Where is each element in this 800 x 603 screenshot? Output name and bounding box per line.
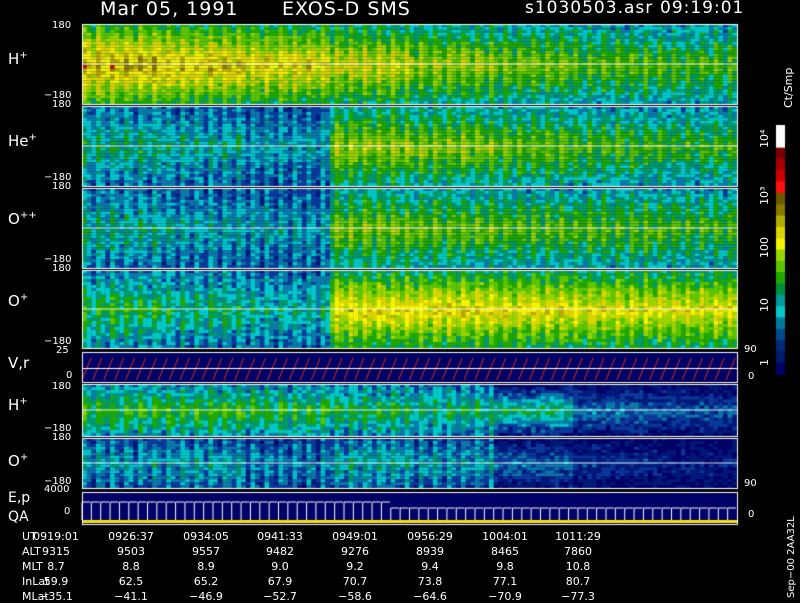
panel-label-ep: E,p [8, 490, 31, 506]
side-note: Sep−00 2AA32L [786, 516, 797, 598]
tick-bottom: −180 [44, 423, 72, 434]
table-cell: −77.3 [561, 590, 595, 603]
tick-top: 4000 [44, 484, 70, 495]
table-cell: 8465 [491, 545, 519, 558]
header-time: 09:19:01 [660, 0, 745, 18]
table-cell: 8.8 [122, 560, 140, 573]
table-cell: 65.2 [193, 575, 219, 588]
panel-label-o-plus: O+ [8, 292, 29, 310]
tick-bottom: −180 [44, 476, 72, 487]
table-cell: 9503 [117, 545, 145, 558]
right-tick: 90 [744, 478, 757, 489]
header-date: Mar 05, 1991 [100, 0, 239, 20]
table-cell: 9.0 [271, 560, 289, 573]
table-cell: 0919:01 [33, 530, 79, 543]
panel-label-qa: QA [8, 509, 29, 525]
table-cell: 9276 [341, 545, 369, 558]
table-cell: 9.8 [496, 560, 514, 573]
table-cell: 8.7 [47, 560, 65, 573]
table-cell: 1011:29 [555, 530, 601, 543]
table-cell: 59.9 [43, 575, 69, 588]
tick-bottom: −180 [44, 254, 72, 265]
table-cell: 0926:37 [108, 530, 154, 543]
table-cell: 9.4 [421, 560, 439, 573]
tick-top: 180 [52, 263, 72, 274]
table-cell: 80.7 [565, 575, 591, 588]
table-cell: −41.1 [114, 590, 148, 603]
panel-label-h-plus: H+ [8, 50, 28, 68]
right-tick: 90 [744, 344, 757, 355]
colorbar-label: 10 [758, 298, 771, 312]
table-cell: 0949:01 [332, 530, 378, 543]
tick-top: 25 [56, 345, 69, 356]
tick-bottom: 0 [66, 370, 73, 381]
header-file: s1030503.asr [525, 0, 654, 18]
colorbar-label: 10⁴ [758, 129, 771, 148]
panel-label-he-plus: He+ [8, 132, 37, 150]
table-cell: −52.7 [263, 590, 297, 603]
tick-bottom: −180 [44, 90, 72, 101]
colorbar-unit: Ct/Smp [782, 67, 795, 108]
table-cell: 9315 [42, 545, 70, 558]
table-cell: 8.9 [197, 560, 215, 573]
row-label-alt: ALT [22, 545, 41, 558]
table-cell: 67.9 [267, 575, 293, 588]
table-cell: −70.9 [488, 590, 522, 603]
table-cell: −46.9 [189, 590, 223, 603]
table-cell: 1004:01 [482, 530, 528, 543]
tick-top: 180 [52, 20, 72, 31]
panel-label-o-plusplus: O++ [8, 210, 37, 228]
table-cell: −58.6 [338, 590, 372, 603]
row-label-mlt: MLT [22, 560, 43, 573]
tick-bottom: −180 [44, 172, 72, 183]
table-cell: 62.5 [118, 575, 144, 588]
panel-label-o-plus-2: O+ [8, 452, 29, 470]
table-cell: 10.8 [565, 560, 591, 573]
colorbar-label: 100 [758, 237, 771, 258]
panel-label-h-plus-2: H+ [8, 396, 28, 414]
table-cell: 9.2 [346, 560, 364, 573]
row-label-inlat: InLat [22, 575, 50, 588]
colorbar-label: 1 [758, 359, 771, 366]
table-cell: 0956:29 [407, 530, 453, 543]
table-cell: 8939 [416, 545, 444, 558]
right-tick: 0 [748, 371, 755, 382]
right-tick: 0 [748, 509, 755, 520]
tick-bottom: 0 [64, 506, 71, 517]
table-cell: 70.7 [342, 575, 368, 588]
table-cell: 9482 [266, 545, 294, 558]
tick-bottom: −180 [44, 336, 72, 347]
tick-top: 180 [52, 432, 72, 443]
colorbar-label: 10³ [758, 186, 771, 205]
table-cell: 0934:05 [183, 530, 229, 543]
row-label-ut: UT [22, 530, 37, 543]
tick-top: 180 [52, 99, 72, 110]
table-cell: −64.6 [413, 590, 447, 603]
table-cell: 9557 [192, 545, 220, 558]
table-cell: 73.8 [417, 575, 443, 588]
table-cell: 0941:33 [257, 530, 303, 543]
table-cell: 7860 [564, 545, 592, 558]
panel-label-vr: V,r [8, 354, 30, 372]
tick-top: 180 [52, 381, 72, 392]
tick-top: 180 [52, 181, 72, 192]
header-instrument: EXOS-D SMS [282, 0, 411, 20]
table-cell: −35.1 [39, 590, 73, 603]
table-cell: 77.1 [492, 575, 518, 588]
